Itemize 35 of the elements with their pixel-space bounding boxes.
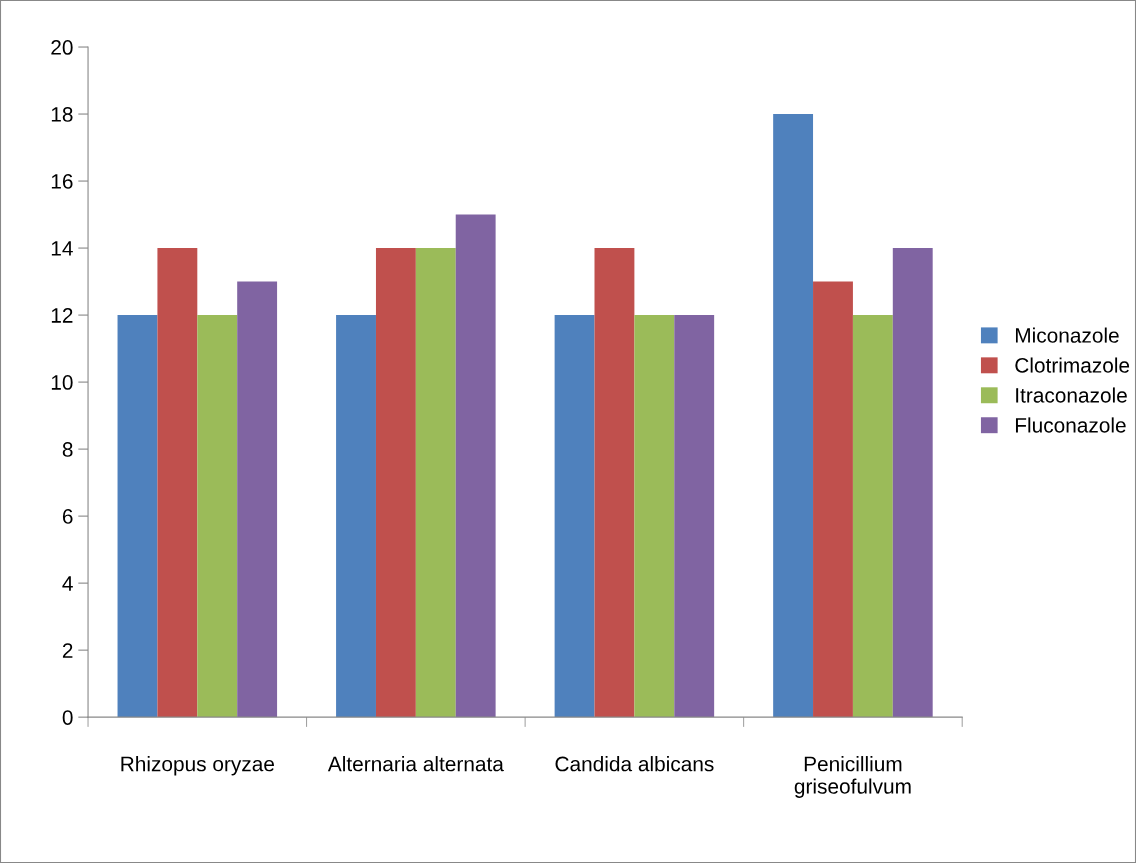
bar — [415, 248, 456, 718]
legend-label: Clotrimazole — [1015, 357, 1130, 373]
y-tick-label: 12 — [51, 308, 73, 323]
x-tick-label: Rhizopus oryzae — [121, 756, 274, 776]
bar — [237, 281, 278, 718]
y-tick-label: 6 — [62, 509, 73, 524]
y-tick-label: 8 — [62, 442, 73, 457]
bar — [892, 248, 933, 718]
bar — [157, 248, 198, 718]
x-tick-label: Candida albicans — [555, 756, 714, 772]
bar — [197, 315, 238, 718]
bar — [813, 281, 853, 718]
bar — [554, 315, 595, 718]
y-tick-label: 18 — [51, 107, 73, 122]
bar — [455, 214, 496, 718]
bar — [674, 315, 715, 718]
bar — [634, 315, 675, 718]
y-tick-label: 2 — [62, 643, 73, 658]
y-tick-label: 14 — [51, 241, 73, 256]
y-tick-label: 20 — [51, 40, 73, 55]
legend-label: Itraconazole — [1016, 387, 1127, 403]
legend-label: Miconazole — [1015, 327, 1119, 343]
bar — [594, 248, 635, 718]
x-tick-label: Penicillium griseofulvum — [794, 756, 911, 798]
y-tick-label: 4 — [62, 576, 73, 591]
y-tick-label: 10 — [51, 375, 73, 390]
legend-label: Fluconazole — [1015, 417, 1126, 433]
bar — [117, 315, 158, 718]
x-tick-label: Alternaria alternata — [327, 756, 504, 772]
bar — [852, 315, 893, 718]
bar — [773, 114, 814, 718]
bar — [336, 315, 376, 718]
bar — [375, 248, 416, 718]
y-tick-label: 0 — [62, 710, 73, 725]
y-tick-label: 16 — [51, 174, 73, 189]
